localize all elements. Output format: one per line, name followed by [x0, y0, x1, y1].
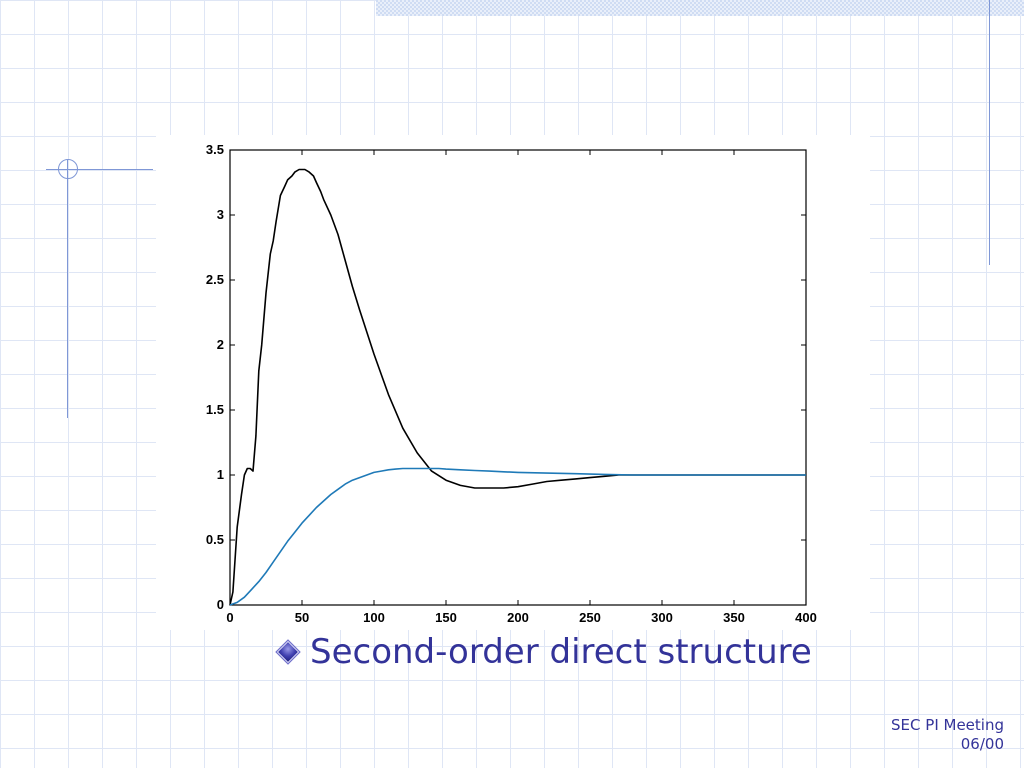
y-tick-label: 2: [217, 337, 224, 352]
decorative-vertical-line-right: [989, 0, 990, 265]
y-tick-label: 1: [217, 467, 224, 482]
x-tick-label: 350: [723, 610, 745, 625]
x-tick-label: 200: [507, 610, 529, 625]
decorative-horizontal-line: [46, 169, 153, 170]
x-tick-label: 300: [651, 610, 673, 625]
x-tick-label: 0: [226, 610, 233, 625]
y-tick-label: 0.5: [206, 532, 224, 547]
series-line-1: [229, 168, 806, 606]
x-tick-label: 100: [363, 610, 385, 625]
y-tick-label: 0: [217, 597, 224, 612]
bullet-item: Second-order direct structure: [272, 630, 832, 674]
x-tick-label: 250: [579, 610, 601, 625]
top-decorative-band: [376, 0, 1024, 16]
y-tick-label: 3: [217, 207, 224, 222]
y-tick-label: 1.5: [206, 402, 224, 417]
decorative-vertical-line-left: [67, 160, 68, 418]
series-line-2: [229, 467, 806, 606]
diamond-bullet-icon: [276, 640, 300, 664]
x-tick-label: 50: [295, 610, 309, 625]
footer-event: SEC PI Meeting: [891, 716, 1004, 734]
decorative-circle: [58, 159, 78, 179]
x-tick-label: 400: [795, 610, 817, 625]
plot-frame: [229, 149, 807, 606]
bullet-text: Second-order direct structure: [310, 632, 812, 672]
line-chart: 0 50 100 150 200 250 300 350 400 0 0.5 1 1.5 2 2.5 3 3.5: [206, 142, 817, 625]
y-tick-label: 2.5: [206, 272, 224, 287]
slide-footer: SEC PI Meeting 06/00: [891, 716, 1004, 754]
y-tick-label: 3.5: [206, 142, 224, 157]
x-tick-label: 150: [435, 610, 457, 625]
footer-date: 06/00: [960, 735, 1004, 753]
chart-panel: 0 50 100 150 200 250 300 350 400 0 0.5 1 1.5 2 2.5 3 3.5: [156, 135, 870, 630]
